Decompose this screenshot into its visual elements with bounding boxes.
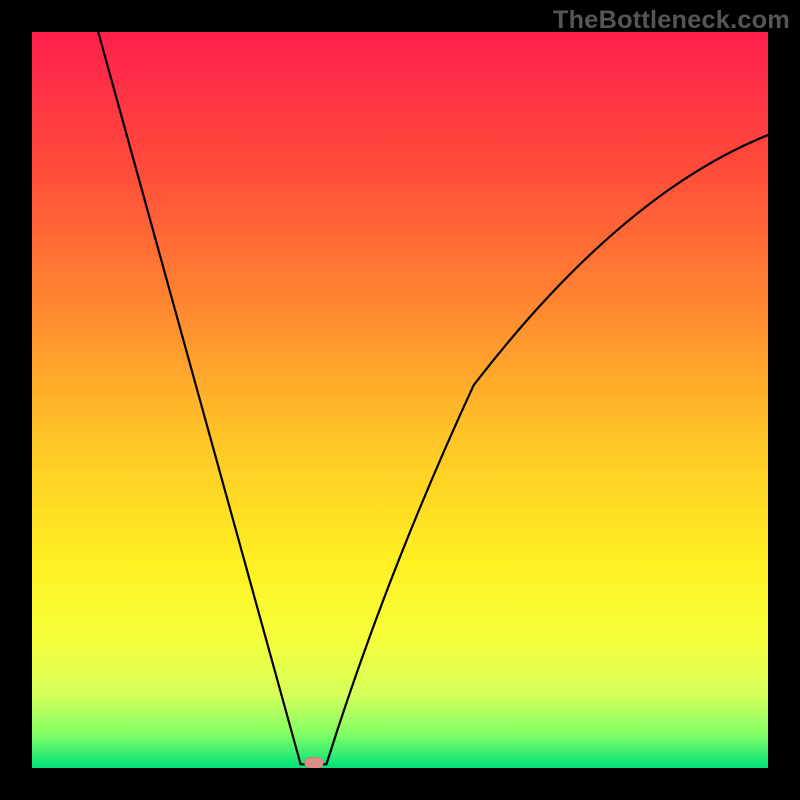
optimum-marker (304, 757, 323, 768)
watermark-text: TheBottleneck.com (553, 6, 790, 35)
plot-area (32, 32, 768, 768)
plot-svg (32, 32, 768, 768)
chart-frame: TheBottleneck.com (0, 0, 800, 800)
gradient-background (32, 32, 768, 768)
